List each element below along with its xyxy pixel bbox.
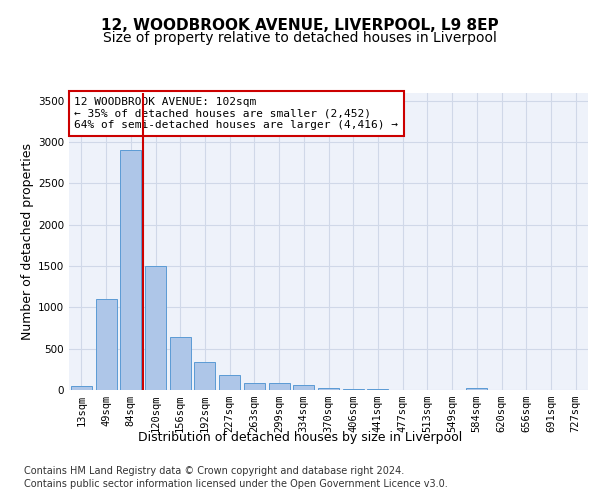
Text: Distribution of detached houses by size in Liverpool: Distribution of detached houses by size … bbox=[138, 431, 462, 444]
Bar bbox=[244, 382, 265, 390]
Bar bbox=[95, 299, 116, 390]
Bar bbox=[219, 374, 240, 390]
Bar bbox=[71, 386, 92, 390]
Bar bbox=[318, 388, 339, 390]
Bar bbox=[170, 337, 191, 390]
Text: Contains HM Land Registry data © Crown copyright and database right 2024.: Contains HM Land Registry data © Crown c… bbox=[24, 466, 404, 476]
Bar bbox=[343, 389, 364, 390]
Text: 12, WOODBROOK AVENUE, LIVERPOOL, L9 8EP: 12, WOODBROOK AVENUE, LIVERPOOL, L9 8EP bbox=[101, 18, 499, 32]
Bar bbox=[269, 384, 290, 390]
Bar bbox=[367, 389, 388, 390]
Y-axis label: Number of detached properties: Number of detached properties bbox=[21, 143, 34, 340]
Text: 12 WOODBROOK AVENUE: 102sqm
← 35% of detached houses are smaller (2,452)
64% of : 12 WOODBROOK AVENUE: 102sqm ← 35% of det… bbox=[74, 97, 398, 130]
Bar bbox=[145, 266, 166, 390]
Text: Contains public sector information licensed under the Open Government Licence v3: Contains public sector information licen… bbox=[24, 479, 448, 489]
Bar bbox=[466, 388, 487, 390]
Bar bbox=[194, 362, 215, 390]
Bar bbox=[293, 386, 314, 390]
Text: Size of property relative to detached houses in Liverpool: Size of property relative to detached ho… bbox=[103, 31, 497, 45]
Bar bbox=[120, 150, 141, 390]
